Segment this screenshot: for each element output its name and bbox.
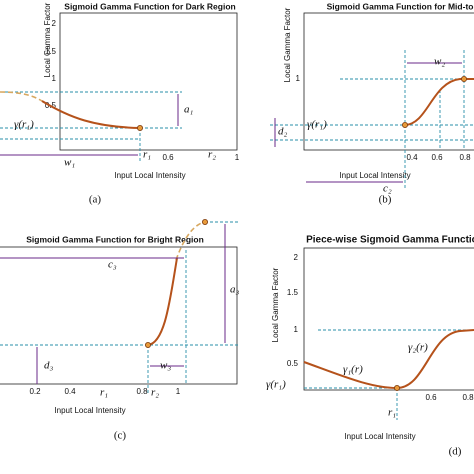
annotation: d₂ (278, 126, 288, 138)
axes-box (0, 246, 238, 385)
x-label: Input Local Intensity (114, 171, 185, 180)
annotation: r₂ (151, 387, 159, 399)
annotation: r₁ (143, 149, 151, 161)
x-tick-label: 0.8 (459, 153, 471, 162)
x-tick-label: 0.6 (162, 153, 174, 162)
point (460, 76, 467, 83)
annotation: γ(r₁) (14, 119, 34, 131)
y-tick-label: 2 (52, 19, 57, 28)
axes-box (59, 12, 238, 151)
y-tick-label: 1 (294, 325, 299, 334)
curve (147, 257, 178, 346)
annotation: w₂ (434, 56, 445, 68)
caption: (d) (449, 446, 462, 458)
panel-title: Sigmoid Gamma Function for Mid-tone (327, 1, 474, 11)
annotation: γ₂(r) (408, 342, 428, 354)
y-tick-label: 0.5 (287, 359, 299, 368)
x-tick-label: 0.6 (425, 393, 437, 402)
x-tick-label: 1 (176, 387, 181, 396)
annotation: w₁ (64, 157, 75, 169)
panel-title: Sigmoid Gamma Function for Dark Region (64, 1, 235, 11)
curve (41, 100, 141, 129)
x-label: Input Local Intensity (344, 432, 415, 441)
annotation: c₂ (383, 183, 392, 195)
annotation: r₁ (100, 387, 108, 399)
x-tick-label: 0.4 (406, 153, 418, 162)
curve-extension (0, 91, 43, 102)
x-tick-label: 0.2 (29, 387, 41, 396)
y-tick-label: 2 (294, 253, 299, 262)
annotation: γ(r₁) (266, 379, 286, 391)
x-tick-label: 0.6 (431, 153, 443, 162)
y-tick-label: 1 (296, 74, 301, 83)
x-tick-label: 1 (235, 153, 240, 162)
x-tick-label: 0.4 (64, 387, 76, 396)
axes-box (303, 12, 474, 151)
point (401, 122, 408, 129)
point (144, 341, 151, 348)
annotation: γ₁(r) (343, 364, 363, 376)
annotation: d₃ (44, 360, 54, 372)
caption: (c) (114, 430, 127, 442)
panel-d: Piece-wise Sigmoid Gamma Function Local … (266, 235, 474, 458)
annotation: a₃ (230, 284, 240, 296)
panel-c: Sigmoid Gamma Function for Bright Region… (0, 218, 240, 442)
panel-title: Piece-wise Sigmoid Gamma Function (306, 235, 474, 246)
panel-b: Sigmoid Gamma Function for Mid-tone Loca… (270, 1, 474, 206)
annotation: a₁ (184, 104, 194, 116)
caption: (b) (379, 194, 392, 206)
y-tick-label: 1 (52, 74, 57, 83)
x-label: Input Local Intensity (339, 171, 410, 180)
y-label: Local Gamma Factor (283, 7, 292, 82)
annotation: γ(r₁) (307, 119, 327, 131)
point (201, 218, 208, 225)
annotation: r₂ (208, 149, 216, 161)
point (136, 125, 143, 132)
curve (303, 329, 474, 390)
y-label: Local Gamma Factor (271, 267, 280, 342)
curve (404, 78, 474, 126)
y-tick-label: 1.5 (287, 288, 299, 297)
caption: (a) (89, 194, 102, 206)
annotation: c₃ (108, 259, 117, 271)
annotation: w₃ (160, 360, 171, 372)
x-label: Input Local Intensity (54, 406, 125, 415)
panel-a: Sigmoid Gamma Function for Dark Region L… (0, 1, 240, 206)
axes-box (303, 247, 474, 391)
x-tick-label: 0.8 (462, 393, 474, 402)
y-label: Local Gamma Factor (43, 2, 52, 77)
x-tick-label: 0.8 (136, 387, 148, 396)
panel-title: Sigmoid Gamma Function for Bright Region (26, 234, 204, 244)
annotation: r₁ (388, 407, 396, 419)
y-tick-label: 1.5 (45, 47, 57, 56)
point (393, 384, 400, 391)
